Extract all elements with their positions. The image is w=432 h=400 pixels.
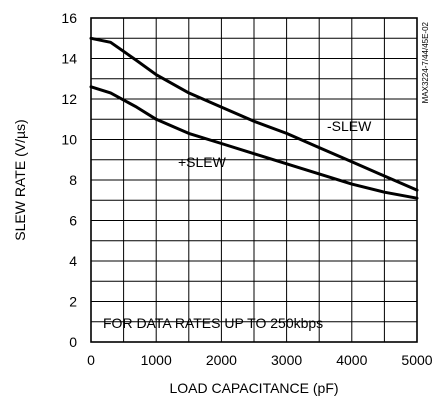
y-tick-label: 0 <box>69 334 77 350</box>
x-tick-label: 0 <box>87 352 95 368</box>
y-tick-label: 12 <box>61 91 77 107</box>
figure-code: MAX3224-7/44/45E-02 <box>421 21 430 103</box>
x-axis-label: LOAD CAPACITANCE (pF) <box>169 380 338 396</box>
x-tick-label: 1000 <box>141 352 172 368</box>
series-line-minus-slew <box>89 36 419 192</box>
x-tick-label: 3000 <box>271 352 302 368</box>
plot-frame <box>90 17 418 343</box>
series-line-plus-slew <box>89 85 419 200</box>
y-tick-label: 2 <box>69 294 77 310</box>
data-rates-note: FOR DATA RATES UP TO 250kbps <box>103 315 323 331</box>
y-tick-label: 14 <box>61 51 77 67</box>
series-layer <box>89 36 419 200</box>
y-tick-label: 10 <box>61 132 77 148</box>
x-tick-label: 5000 <box>401 352 432 368</box>
y-tick-label: 16 <box>61 10 77 26</box>
y-tick-label: 8 <box>69 172 77 188</box>
x-tick-label: 2000 <box>206 352 237 368</box>
tick-labels: 0 1000 2000 3000 4000 5000 0 2 4 6 8 10 12 14 16 <box>61 10 432 368</box>
y-tick-label: 6 <box>69 213 77 229</box>
y-axis-label: SLEW RATE (V/µs) <box>12 119 28 240</box>
grid-layer <box>91 18 417 342</box>
x-tick-label: 4000 <box>336 352 367 368</box>
minus-slew-label: -SLEW <box>327 118 372 134</box>
plus-slew-label: +SLEW <box>178 154 227 170</box>
y-tick-label: 4 <box>69 253 77 269</box>
